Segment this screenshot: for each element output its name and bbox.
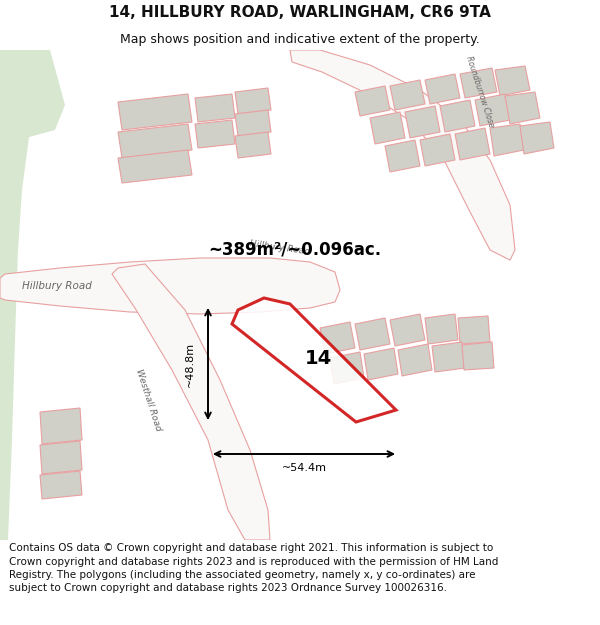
Polygon shape	[505, 92, 540, 124]
Polygon shape	[118, 124, 192, 158]
Polygon shape	[235, 132, 271, 158]
Polygon shape	[320, 322, 355, 354]
Polygon shape	[520, 122, 554, 154]
Text: Hillbury Road: Hillbury Road	[249, 239, 311, 257]
Polygon shape	[40, 408, 82, 444]
Polygon shape	[330, 352, 364, 384]
Polygon shape	[364, 348, 398, 380]
Polygon shape	[495, 66, 530, 96]
Polygon shape	[425, 314, 458, 344]
Text: Map shows position and indicative extent of the property.: Map shows position and indicative extent…	[120, 32, 480, 46]
Polygon shape	[420, 134, 455, 166]
Text: 14: 14	[304, 349, 332, 368]
Polygon shape	[398, 344, 432, 376]
Polygon shape	[355, 86, 390, 116]
Polygon shape	[0, 50, 30, 540]
Polygon shape	[490, 124, 524, 156]
Polygon shape	[455, 128, 490, 160]
Polygon shape	[462, 342, 494, 370]
Polygon shape	[195, 94, 235, 122]
Text: Roundburrow Close: Roundburrow Close	[464, 55, 496, 129]
Polygon shape	[475, 94, 510, 126]
Text: Hillbury Road: Hillbury Road	[22, 281, 92, 291]
Polygon shape	[118, 94, 192, 130]
Polygon shape	[0, 50, 65, 145]
Text: ~389m²/~0.096ac.: ~389m²/~0.096ac.	[208, 241, 382, 259]
Polygon shape	[235, 88, 271, 114]
Polygon shape	[290, 50, 515, 260]
Polygon shape	[425, 74, 460, 104]
Polygon shape	[390, 314, 425, 346]
Polygon shape	[460, 68, 497, 98]
Text: 14, HILLBURY ROAD, WARLINGHAM, CR6 9TA: 14, HILLBURY ROAD, WARLINGHAM, CR6 9TA	[109, 5, 491, 20]
Text: Westhall Road: Westhall Road	[134, 368, 162, 432]
Polygon shape	[195, 120, 235, 148]
Polygon shape	[40, 471, 82, 499]
Polygon shape	[370, 112, 405, 144]
Text: Contains OS data © Crown copyright and database right 2021. This information is : Contains OS data © Crown copyright and d…	[9, 543, 499, 593]
Polygon shape	[385, 140, 420, 172]
Polygon shape	[458, 316, 490, 344]
Polygon shape	[432, 342, 465, 372]
Polygon shape	[118, 150, 192, 183]
Polygon shape	[355, 318, 390, 350]
Polygon shape	[112, 264, 270, 540]
Polygon shape	[235, 110, 271, 136]
Polygon shape	[40, 441, 82, 474]
Text: ~48.8m: ~48.8m	[185, 341, 195, 386]
Polygon shape	[0, 258, 340, 314]
Polygon shape	[390, 80, 425, 110]
Polygon shape	[440, 100, 475, 132]
Polygon shape	[405, 106, 440, 138]
Polygon shape	[232, 298, 396, 422]
Text: ~54.4m: ~54.4m	[281, 463, 326, 473]
